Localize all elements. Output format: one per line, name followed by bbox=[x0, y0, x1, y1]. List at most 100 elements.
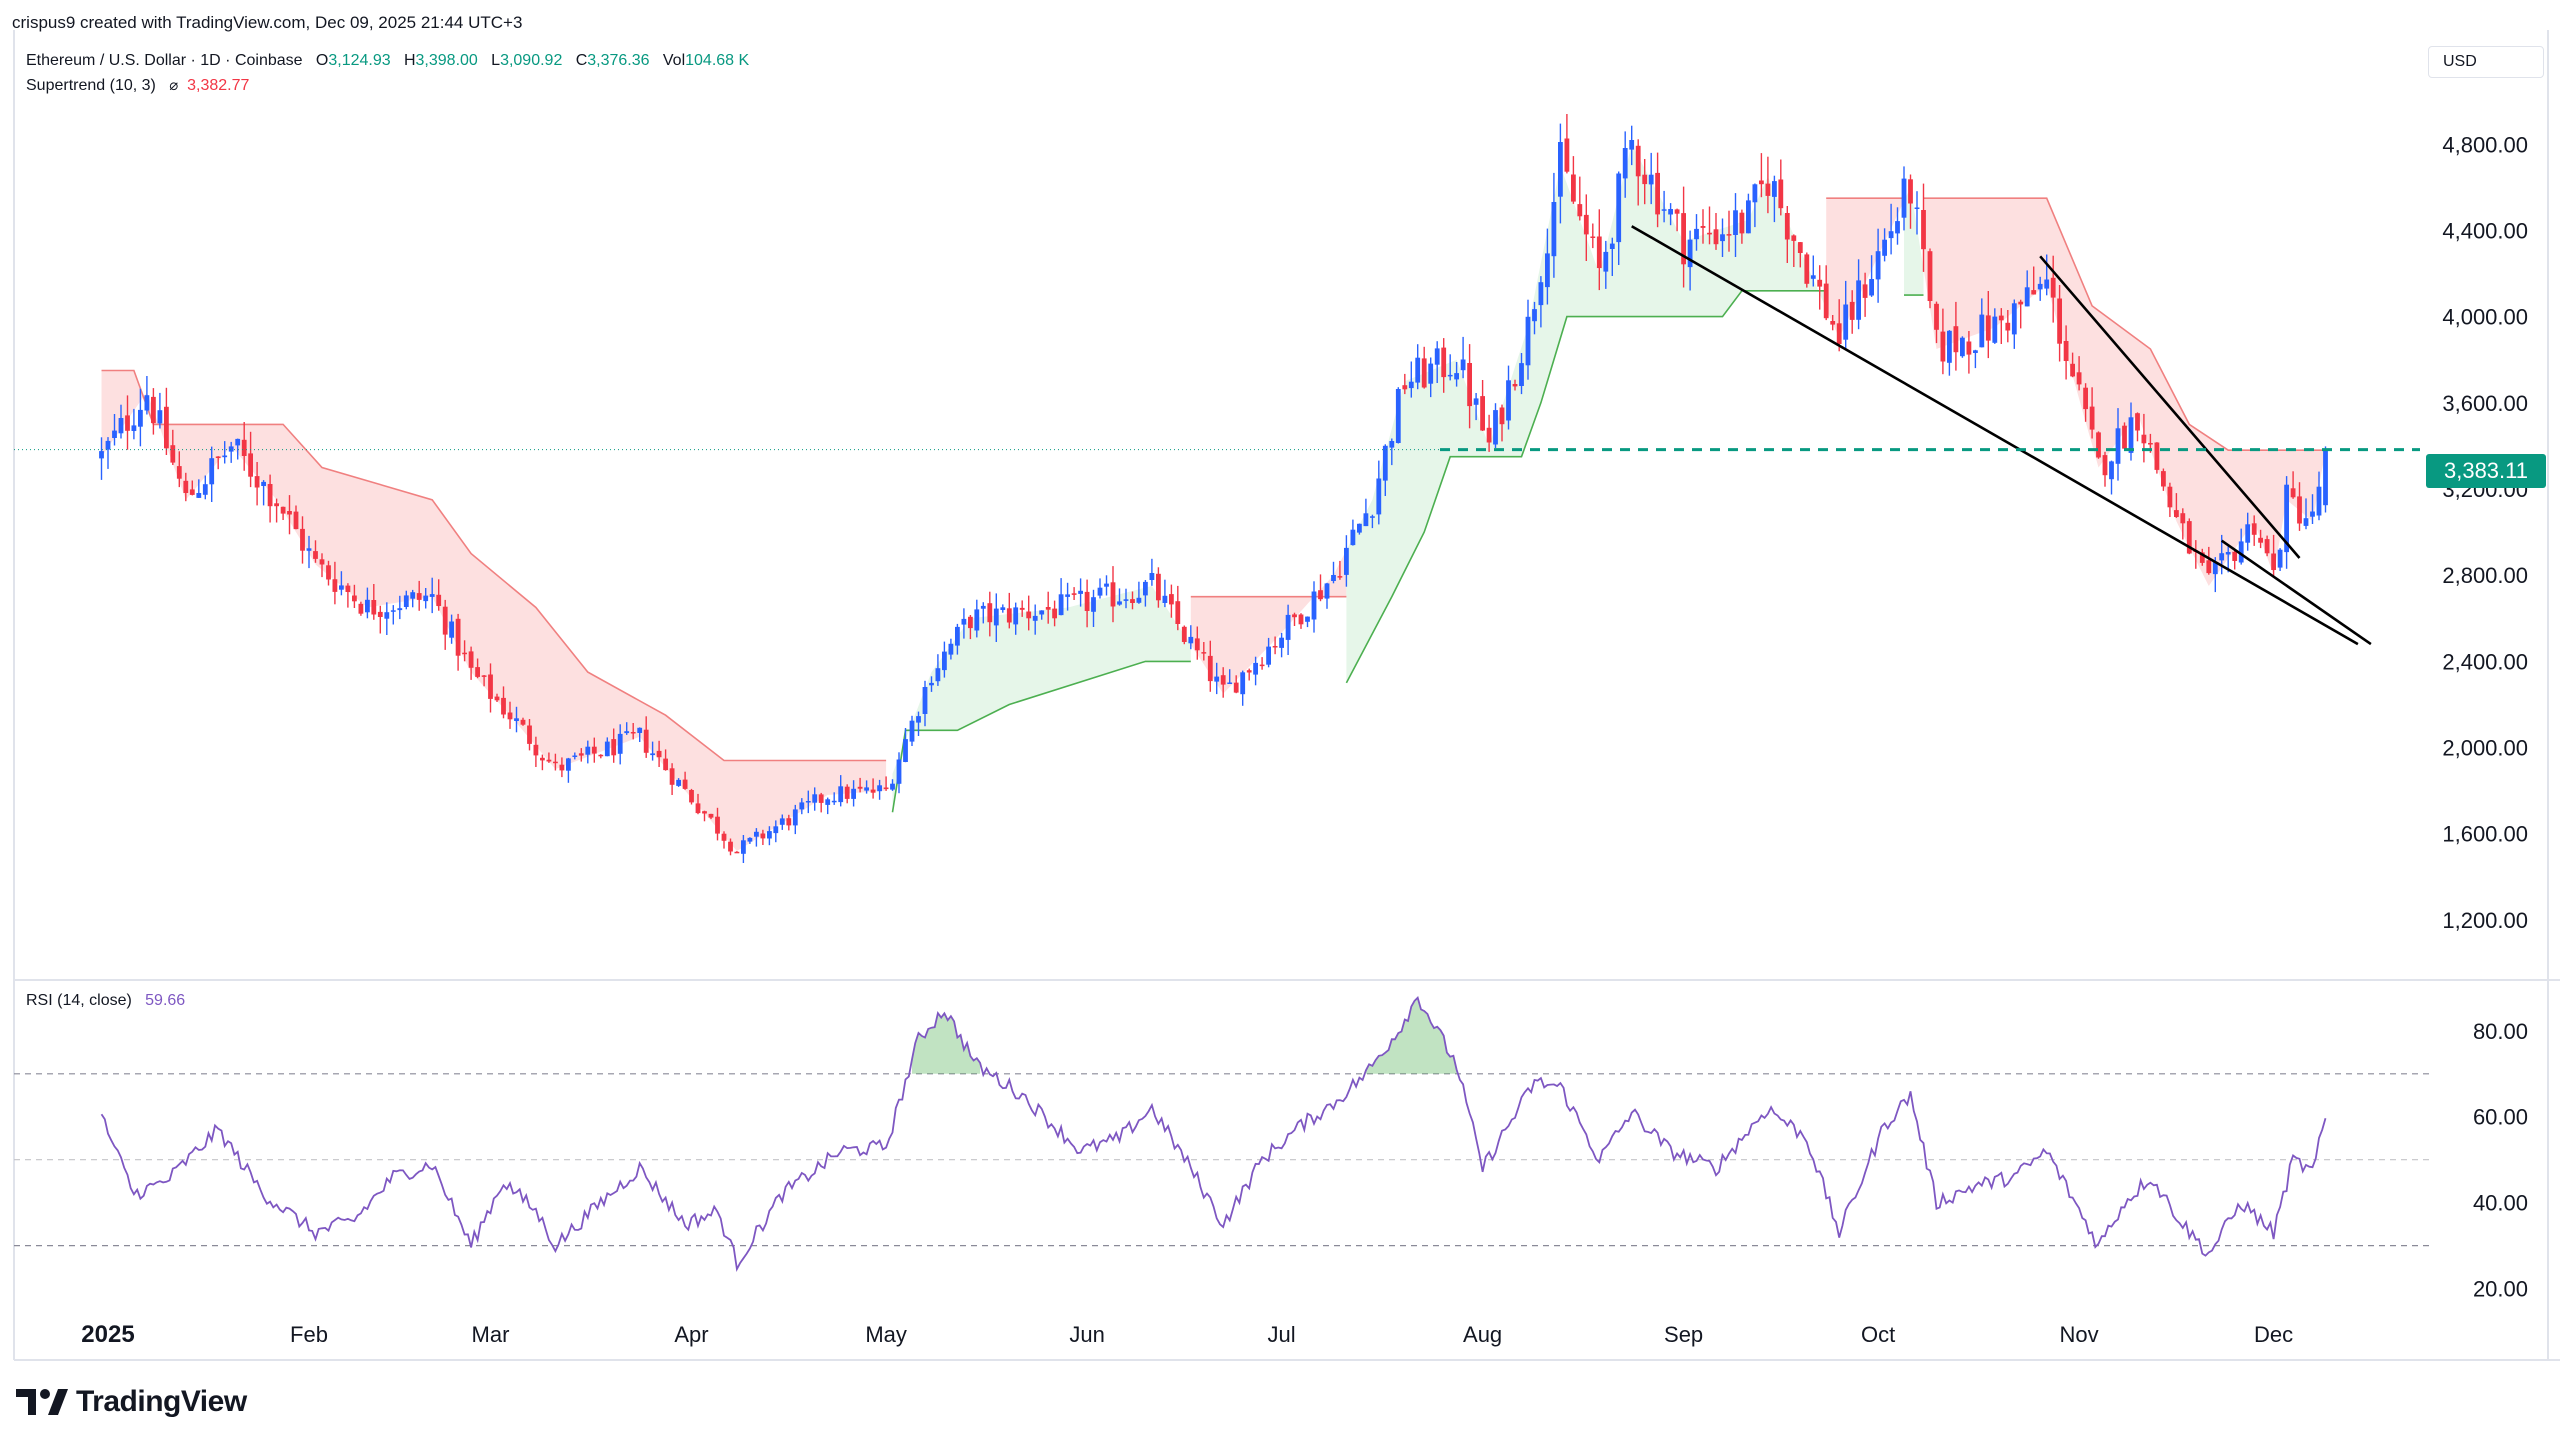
candle-body bbox=[377, 611, 383, 617]
candle-body bbox=[1298, 614, 1304, 625]
candle-body bbox=[1590, 236, 1596, 238]
candle-body bbox=[1389, 441, 1395, 448]
candle-body bbox=[1058, 594, 1064, 616]
volume-label: Vol bbox=[662, 52, 686, 69]
candle-body bbox=[2174, 510, 2179, 517]
candle-body bbox=[1564, 138, 1570, 172]
rsi-tick-label: 80.00 bbox=[2473, 1019, 2528, 1044]
candle-body bbox=[267, 484, 273, 507]
candle-body bbox=[1428, 363, 1434, 384]
candle-body bbox=[838, 786, 844, 803]
candle-body bbox=[2180, 513, 2186, 524]
candle-body bbox=[164, 406, 169, 449]
candle-body bbox=[844, 786, 850, 799]
wedge-trendlines[interactable] bbox=[1631, 225, 2372, 646]
candle-body bbox=[1888, 231, 1894, 239]
candle-body bbox=[1778, 179, 1784, 209]
candle-body bbox=[1032, 615, 1038, 621]
tradingview-logo[interactable]: TradingView bbox=[16, 1385, 247, 1419]
supertrend-legend[interactable]: Supertrend (10, 3) ⌀ 3,382.77 bbox=[26, 76, 249, 95]
candle-body bbox=[1117, 601, 1122, 605]
candle-body bbox=[1862, 284, 1868, 298]
candle-body bbox=[1596, 236, 1602, 269]
candle-body bbox=[585, 746, 591, 755]
candle-body bbox=[151, 396, 156, 424]
candle-body bbox=[1473, 398, 1479, 405]
candle-body bbox=[1460, 359, 1466, 371]
candle-body bbox=[1169, 594, 1174, 605]
candle-body bbox=[2141, 434, 2147, 444]
candle-body bbox=[1985, 315, 1991, 341]
candle-body bbox=[1927, 251, 1933, 301]
candle-body bbox=[974, 609, 980, 631]
candle-body bbox=[546, 759, 552, 762]
candle-body bbox=[2070, 363, 2075, 377]
candle-body bbox=[1694, 228, 1699, 240]
candle-body bbox=[825, 799, 831, 805]
rsi-legend[interactable]: RSI (14, close) 59.66 bbox=[26, 992, 185, 1010]
candle-body bbox=[1318, 590, 1323, 600]
candle-body bbox=[125, 415, 130, 431]
candle-body bbox=[144, 395, 150, 411]
candle-body bbox=[2089, 406, 2095, 430]
candle-body bbox=[228, 446, 234, 452]
candle-body bbox=[1577, 204, 1583, 217]
candle-body bbox=[812, 794, 818, 803]
candle-body bbox=[280, 506, 286, 514]
candle-body bbox=[215, 456, 221, 458]
trendline-2 bbox=[2039, 255, 2301, 559]
candle-body bbox=[306, 548, 312, 551]
candle-body bbox=[1739, 212, 1745, 234]
candle-body bbox=[1415, 357, 1421, 383]
symbol-legend[interactable]: Ethereum / U.S. Dollar · 1D · Coinbase O… bbox=[26, 52, 749, 70]
candle-body bbox=[2018, 301, 2024, 305]
rsi-label: RSI (14, close) bbox=[26, 992, 132, 1009]
candle-body bbox=[864, 787, 869, 791]
candle-body bbox=[916, 716, 921, 723]
candle-body bbox=[468, 651, 474, 668]
candle-body bbox=[896, 759, 902, 784]
candle-body bbox=[2076, 372, 2082, 385]
candle-body bbox=[1512, 384, 1518, 387]
candle-body bbox=[170, 445, 176, 463]
candle-body bbox=[883, 787, 889, 790]
candle-body bbox=[968, 616, 973, 629]
candle-body bbox=[721, 833, 727, 841]
candle-body bbox=[1486, 427, 1492, 443]
candle-body bbox=[2024, 287, 2030, 307]
candle-body bbox=[799, 802, 805, 810]
candle-body bbox=[1849, 301, 1855, 320]
candle-body bbox=[2264, 539, 2270, 554]
candle-body bbox=[2005, 322, 2011, 331]
candle-body bbox=[1759, 180, 1764, 185]
brand-name: TradingView bbox=[76, 1385, 247, 1418]
eye-off-icon[interactable]: ⌀ bbox=[169, 77, 179, 94]
time-tick-label: Mar bbox=[472, 1322, 510, 1347]
candle-body bbox=[1720, 234, 1725, 242]
candle-body bbox=[980, 605, 986, 609]
candle-body bbox=[1402, 385, 1408, 390]
candle-body bbox=[248, 453, 253, 477]
candle-body bbox=[779, 818, 785, 825]
candle-body bbox=[293, 511, 299, 530]
time-tick-label: Aug bbox=[1463, 1322, 1502, 1347]
candle-body bbox=[767, 831, 772, 839]
candle-body bbox=[1382, 445, 1388, 481]
candle-body bbox=[2186, 521, 2192, 554]
candle-body bbox=[2284, 484, 2289, 553]
candle-body bbox=[1026, 611, 1032, 619]
candle-body bbox=[1188, 636, 1194, 644]
price-tick-label: 4,400.00 bbox=[2442, 219, 2528, 244]
candle-body bbox=[1810, 275, 1816, 279]
candle-body bbox=[1084, 591, 1090, 611]
candle-body bbox=[1642, 174, 1648, 185]
price-tick-label: 1,600.00 bbox=[2442, 822, 2528, 847]
price-tick-label: 1,200.00 bbox=[2442, 908, 2528, 933]
currency-selector[interactable]: USD bbox=[2428, 46, 2544, 78]
candle-body bbox=[1000, 607, 1006, 610]
supertrend-value: 3,382.77 bbox=[187, 77, 250, 94]
candle-body bbox=[1441, 347, 1447, 378]
candle-body bbox=[131, 425, 137, 431]
candle-body bbox=[1655, 172, 1660, 215]
